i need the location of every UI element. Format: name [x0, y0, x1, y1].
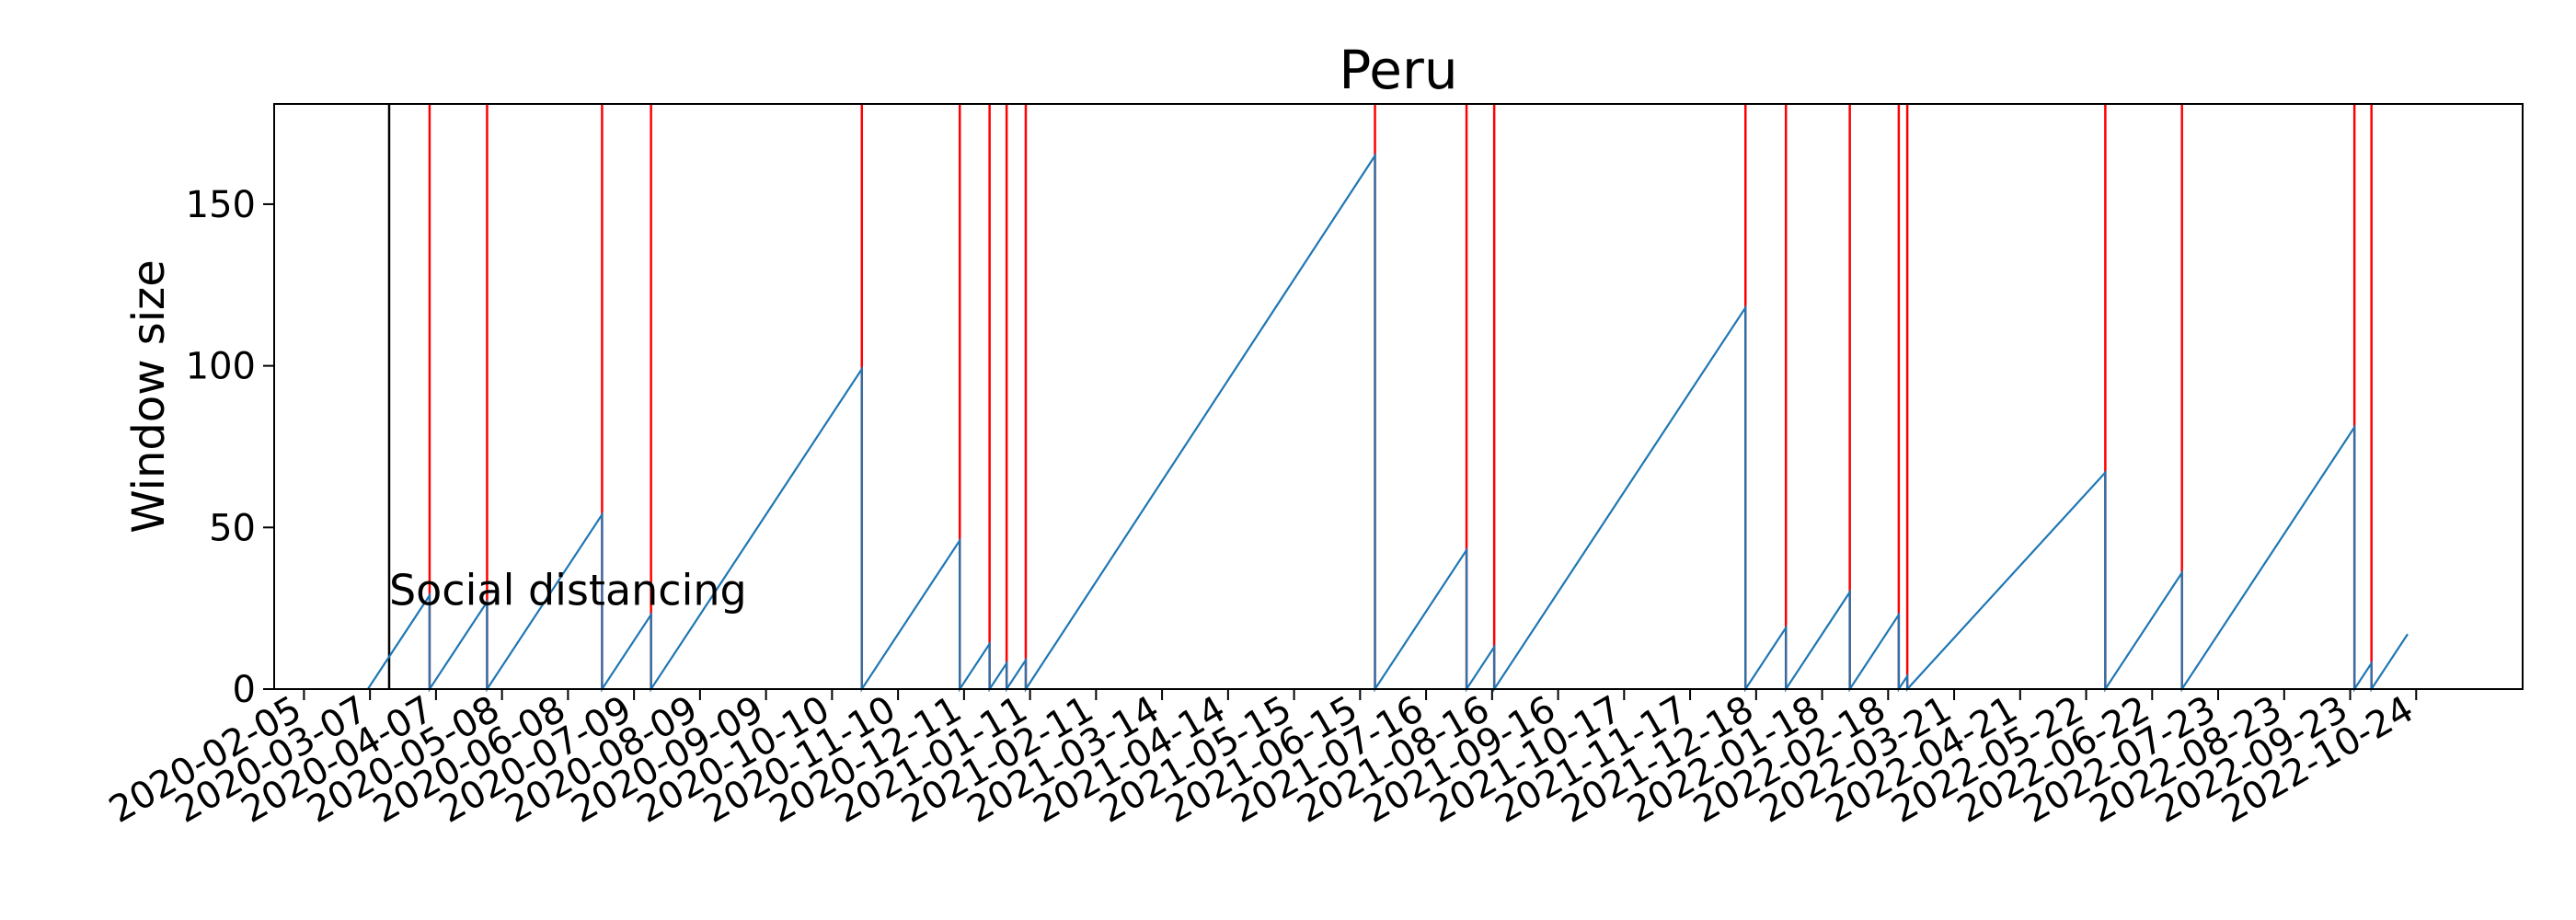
y-tick-label: 0	[233, 669, 256, 711]
y-tick-label: 100	[186, 346, 256, 388]
chart-title: Peru	[1339, 39, 1457, 101]
y-axis: 0 50 100 150	[186, 184, 274, 711]
plot-area: Social distancing	[366, 104, 2409, 693]
y-tick-label: 50	[209, 507, 256, 549]
plot-frame	[273, 103, 2524, 690]
series-line-0	[366, 152, 2409, 693]
y-tick-label: 150	[186, 184, 256, 226]
y-axis-label: Window size	[123, 259, 175, 534]
x-axis: 2020-02-052020-03-072020-04-072020-05-08…	[102, 688, 2421, 832]
annotation-0: Social distancing	[389, 566, 747, 615]
